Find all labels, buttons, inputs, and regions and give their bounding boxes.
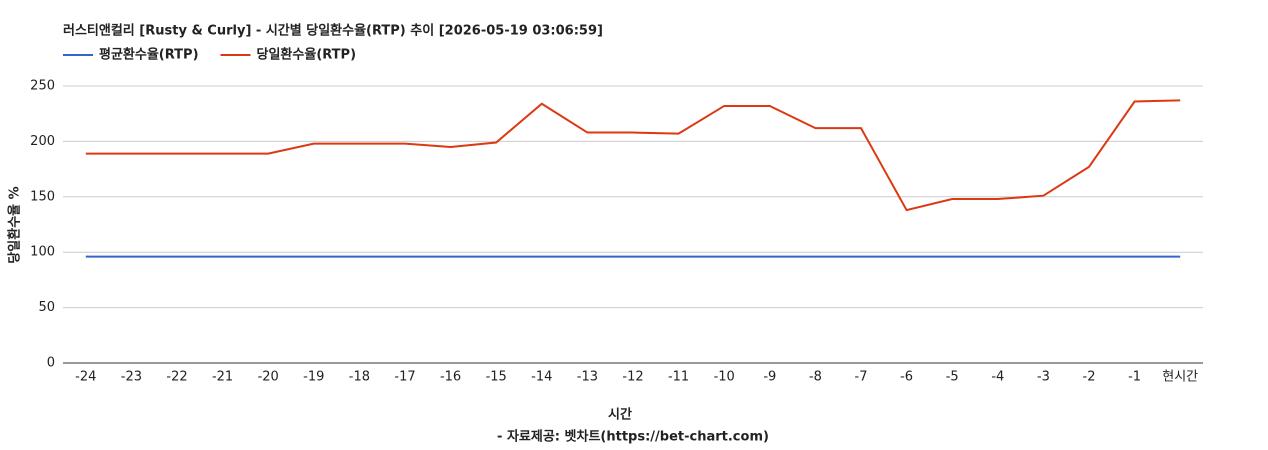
series-line bbox=[85, 99, 1181, 212]
x-tick-label: -13 bbox=[577, 370, 598, 385]
x-tick-label: -5 bbox=[946, 370, 959, 385]
x-axis-title: 시간 bbox=[608, 407, 632, 423]
x-tick-label: -1 bbox=[1128, 370, 1141, 385]
y-tick-label: 0 bbox=[47, 356, 55, 371]
x-tick-label: -17 bbox=[394, 370, 415, 385]
x-tick-label: -21 bbox=[212, 370, 233, 385]
x-tick-label: -19 bbox=[303, 370, 324, 385]
x-tick-label: -18 bbox=[349, 370, 370, 385]
x-tick-label: -4 bbox=[991, 370, 1004, 385]
x-tick-label: -12 bbox=[622, 370, 643, 385]
x-tick-label: -14 bbox=[531, 370, 552, 385]
x-tick-label: -16 bbox=[440, 370, 461, 385]
x-tick-label: -20 bbox=[258, 370, 279, 385]
x-tick-label: 현시간 bbox=[1162, 370, 1198, 385]
y-tick-label: 200 bbox=[30, 134, 55, 149]
x-tick-label: -8 bbox=[809, 370, 822, 385]
legend-label: 평균환수율(RTP) bbox=[99, 47, 199, 63]
x-tick-label: -2 bbox=[1083, 370, 1096, 385]
y-axis-title: 당일환수율 % bbox=[7, 186, 23, 263]
y-tick-label: 50 bbox=[38, 300, 55, 315]
y-tick-label: 100 bbox=[30, 245, 55, 260]
source-note: - 자료제공: 벳차트(https://bet-chart.com) bbox=[497, 429, 769, 445]
x-tick-label: -7 bbox=[855, 370, 868, 385]
x-tick-label: -6 bbox=[900, 370, 913, 385]
x-tick-label: -11 bbox=[668, 370, 689, 385]
x-tick-label: -23 bbox=[121, 370, 142, 385]
y-tick-label: 150 bbox=[30, 189, 55, 204]
x-tick-label: -10 bbox=[714, 370, 735, 385]
chart-title: 러스티앤컬리 [Rusty & Curly] - 시간별 당일환수율(RTP) … bbox=[63, 23, 603, 39]
x-tick-label: -24 bbox=[75, 370, 96, 385]
legend-label: 당일환수율(RTP) bbox=[257, 47, 357, 63]
y-tick-label: 250 bbox=[30, 79, 55, 94]
x-tick-label: -22 bbox=[166, 370, 187, 385]
x-tick-label: -3 bbox=[1037, 370, 1050, 385]
x-tick-label: -15 bbox=[486, 370, 507, 385]
x-tick-label: -9 bbox=[763, 370, 776, 385]
